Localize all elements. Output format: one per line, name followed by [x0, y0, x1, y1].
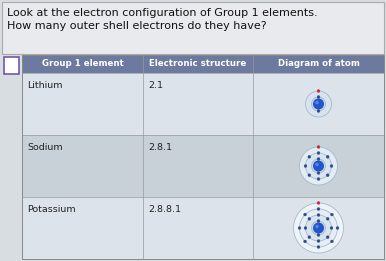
Circle shape [317, 90, 320, 92]
Circle shape [326, 236, 329, 239]
Text: Potassium: Potassium [27, 205, 76, 214]
Circle shape [305, 91, 332, 117]
Circle shape [317, 246, 320, 248]
Bar [22, 135, 384, 197]
Circle shape [305, 215, 332, 241]
Circle shape [336, 227, 339, 229]
Circle shape [312, 97, 325, 111]
Circle shape [317, 207, 320, 210]
Circle shape [308, 236, 311, 239]
Circle shape [308, 155, 311, 158]
Circle shape [330, 213, 334, 216]
Bar [22, 55, 384, 73]
Circle shape [304, 227, 307, 229]
Circle shape [305, 153, 332, 179]
Circle shape [308, 217, 311, 220]
Text: 2.1: 2.1 [148, 81, 163, 90]
Circle shape [312, 221, 325, 235]
Circle shape [317, 177, 320, 180]
Circle shape [326, 155, 329, 158]
Circle shape [313, 161, 324, 171]
Bar [22, 197, 384, 259]
Circle shape [312, 159, 325, 173]
Text: Look at the electron configuration of Group 1 elements.: Look at the electron configuration of Gr… [7, 8, 318, 18]
Circle shape [313, 98, 324, 110]
Text: Electronic structure: Electronic structure [149, 60, 247, 68]
Text: Group 1 element: Group 1 element [42, 60, 124, 68]
Circle shape [313, 222, 324, 234]
Circle shape [317, 201, 320, 204]
Circle shape [300, 209, 337, 247]
Circle shape [317, 158, 320, 161]
Circle shape [317, 96, 320, 98]
Circle shape [293, 203, 344, 253]
Circle shape [300, 147, 337, 185]
Text: 2.8.1: 2.8.1 [148, 143, 172, 152]
Circle shape [315, 163, 319, 166]
Circle shape [330, 240, 334, 243]
Circle shape [326, 174, 329, 177]
Circle shape [317, 220, 320, 222]
Circle shape [317, 213, 320, 216]
Circle shape [330, 227, 333, 229]
Circle shape [317, 152, 320, 155]
Bar [2, 2, 384, 54]
Circle shape [317, 110, 320, 112]
Circle shape [304, 240, 306, 243]
Circle shape [326, 217, 329, 220]
Circle shape [317, 240, 320, 242]
Bar [22, 73, 384, 135]
Text: Sodium: Sodium [27, 143, 63, 152]
Circle shape [304, 213, 306, 216]
Circle shape [304, 165, 307, 167]
Circle shape [308, 174, 311, 177]
Circle shape [298, 227, 301, 229]
Circle shape [317, 234, 320, 236]
Circle shape [317, 171, 320, 174]
Bar [4, 57, 19, 74]
Text: How many outer shell electrons do they have?: How many outer shell electrons do they h… [7, 21, 267, 31]
Circle shape [315, 101, 319, 104]
Circle shape [315, 225, 319, 228]
Circle shape [317, 146, 320, 149]
Circle shape [330, 165, 333, 167]
Text: Diagram of atom: Diagram of atom [278, 60, 359, 68]
Text: 2.8.8.1: 2.8.8.1 [148, 205, 181, 214]
Text: Lithium: Lithium [27, 81, 63, 90]
